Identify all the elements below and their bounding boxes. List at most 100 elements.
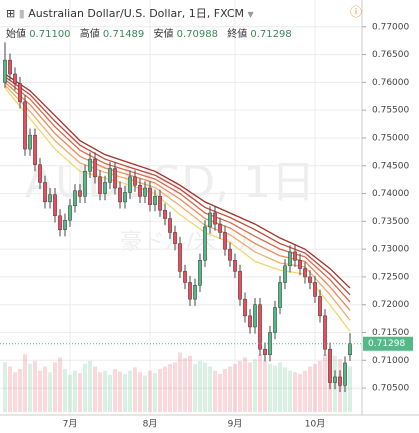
candle-body — [258, 304, 262, 350]
watermark: AUDUSD, 1日 — [25, 157, 315, 208]
candle-body — [118, 187, 122, 203]
candle-body — [228, 248, 232, 261]
volume-bar — [48, 372, 52, 412]
candle-body — [238, 271, 242, 300]
open-value: 0.71100 — [29, 29, 71, 40]
volume-bar — [273, 365, 277, 412]
high-value: 0.71489 — [102, 29, 145, 40]
volume-bar — [68, 374, 72, 412]
symbol-title[interactable]: Australian Dollar/U.S. Dollar, 1日, FXCM — [28, 7, 245, 20]
volume-bar — [253, 359, 257, 412]
volume-bar — [313, 364, 317, 412]
volume-bar — [83, 364, 87, 412]
candle-body — [103, 182, 107, 194]
moving-average — [4, 76, 351, 296]
volume-bar — [43, 366, 47, 412]
volume-bar — [128, 370, 132, 412]
expand-icon[interactable]: ⊞ — [6, 7, 16, 20]
volume-bar — [293, 372, 297, 412]
candle-body — [158, 196, 162, 211]
candle-body — [48, 194, 52, 203]
close-value: 0.71298 — [250, 29, 292, 40]
candle-body — [93, 158, 97, 178]
candle-body — [178, 243, 182, 272]
candle-body — [113, 168, 117, 189]
moving-average — [4, 87, 351, 332]
price-label-box — [363, 336, 413, 351]
candle-body — [53, 194, 57, 217]
volume-bar — [208, 366, 212, 412]
volume-bar — [248, 362, 252, 412]
candle-body — [183, 271, 187, 283]
volume-bar — [168, 364, 172, 412]
volume-bar — [13, 372, 17, 412]
volume-bar — [173, 362, 177, 412]
candle-body — [303, 268, 307, 278]
candle-body — [203, 226, 207, 261]
candle-body — [338, 376, 342, 386]
candle-body — [283, 265, 287, 283]
volume-bar — [18, 369, 22, 412]
y-tick-label: 0.73500 — [372, 217, 409, 227]
volume-bar — [88, 360, 92, 412]
candle-body — [243, 298, 247, 317]
candle-body — [68, 205, 72, 221]
candle-body — [298, 259, 302, 269]
watermark: 豪ドル/米ドル — [120, 230, 259, 255]
candle-body — [73, 190, 77, 207]
y-tick-label: 0.76500 — [372, 50, 409, 60]
candle-body — [138, 184, 142, 197]
volume-bar — [78, 373, 82, 412]
dropdown-icon[interactable]: ▼ — [247, 10, 254, 19]
volume-bar — [58, 357, 62, 412]
y-tick-label: 0.77000 — [372, 22, 409, 32]
volume-bar — [123, 373, 127, 412]
candle-body — [288, 251, 292, 267]
volume-bar — [318, 360, 322, 412]
candle-body — [348, 343, 352, 355]
volume-bar — [268, 364, 272, 412]
candle-body — [208, 212, 212, 228]
candle-body — [193, 285, 197, 300]
candle-body — [108, 168, 112, 183]
low-value: 0.70988 — [176, 29, 219, 40]
y-tick-label: 0.75000 — [372, 133, 409, 143]
candle-body — [153, 196, 157, 205]
candle-body — [143, 187, 147, 197]
volume-bar — [323, 354, 327, 412]
candle-body — [173, 232, 177, 244]
volume-bar — [113, 369, 117, 412]
volume-bar — [38, 370, 42, 412]
volume-bar — [283, 367, 287, 412]
candle-body — [63, 219, 67, 230]
volume-bar — [218, 373, 222, 412]
candle-body — [168, 218, 172, 233]
x-tick-label: 10月 — [305, 419, 325, 430]
candle-body — [273, 307, 277, 333]
candle-body — [328, 348, 332, 383]
volume-bar — [263, 360, 267, 412]
volume-bar — [178, 352, 182, 412]
volume-bar — [213, 370, 217, 412]
candle-body — [333, 376, 337, 383]
volume-bar — [278, 362, 282, 412]
y-tick-label: 0.72000 — [372, 300, 409, 310]
volume-bar — [163, 366, 167, 412]
candle-body — [8, 59, 12, 75]
x-tick-label: 8月 — [143, 419, 158, 430]
volume-bar — [303, 370, 307, 412]
volume-bar — [153, 373, 157, 412]
volume-bar — [133, 367, 137, 412]
candle-body — [148, 187, 152, 205]
candle-body — [188, 282, 192, 300]
candle-body — [43, 182, 47, 203]
candle-body — [33, 134, 37, 165]
volume-bar — [98, 372, 102, 412]
volume-bar — [3, 362, 7, 412]
info-icon[interactable]: ⓘ — [350, 5, 363, 19]
candle-body — [98, 176, 102, 194]
candle-body — [248, 315, 252, 328]
volume-bar — [53, 362, 57, 412]
